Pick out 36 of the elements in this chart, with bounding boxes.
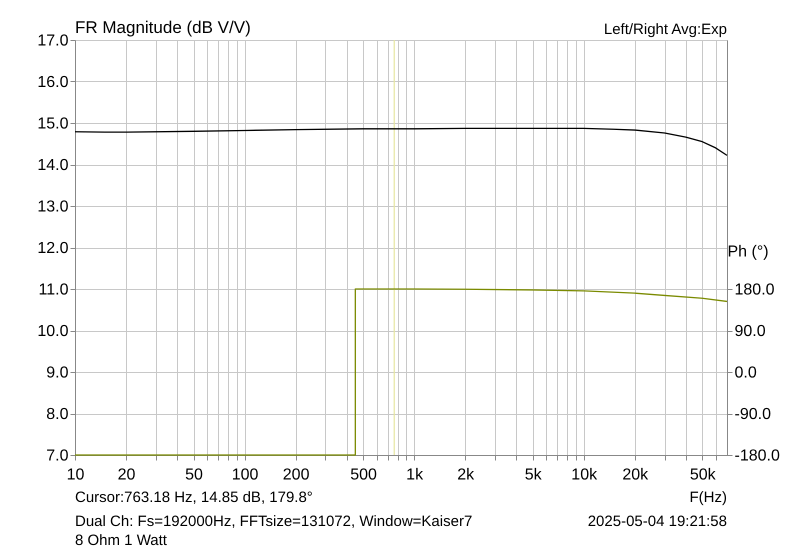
x-tick-label: 100 bbox=[232, 466, 259, 484]
y2-tick-label: 90.0 bbox=[734, 323, 766, 340]
text: Dual Ch: Fs=192000Hz, FFTsize=131072, Window=Kaiser7 bbox=[75, 513, 472, 530]
y2-axis-title: Ph (°) bbox=[728, 244, 769, 260]
x-tick-label: 2k bbox=[457, 466, 476, 484]
y-tick-label: 13.0 bbox=[37, 198, 69, 216]
y2-tick-label: 180.0 bbox=[734, 282, 775, 298]
x-tick-label: 200 bbox=[282, 466, 310, 484]
x-tick-label: 1k bbox=[406, 466, 424, 484]
text: 2025-05-04 19:21:58 bbox=[588, 513, 727, 530]
text: 8 Ohm 1 Watt bbox=[75, 532, 168, 549]
y-tick-label: 14.0 bbox=[37, 157, 69, 174]
chart-title: FR Magnitude (dB V/V) bbox=[75, 18, 251, 37]
x-tick-label: 20k bbox=[622, 466, 650, 484]
y-tick-label: 10.0 bbox=[37, 323, 69, 340]
x-tick-label: 10 bbox=[66, 466, 84, 484]
x-axis-title: F(Hz) bbox=[690, 489, 727, 506]
y-tick-label: 7.0 bbox=[46, 448, 69, 464]
y2-tick-label: 0.0 bbox=[734, 364, 757, 382]
y-tick-label: 8.0 bbox=[46, 406, 69, 423]
y-tick-label: 16.0 bbox=[37, 74, 69, 91]
y-tick-label: 9.0 bbox=[46, 364, 69, 382]
x-tick-label: 5k bbox=[524, 466, 543, 484]
x-tick-label: 20 bbox=[118, 466, 136, 484]
x-tick-label: 10k bbox=[571, 466, 598, 484]
y-tick-label: 12.0 bbox=[37, 240, 69, 257]
x-tick-label: 500 bbox=[350, 466, 378, 484]
text: Cursor:763.18 Hz, 14.85 dB, 179.8° bbox=[75, 489, 313, 506]
y2-tick-label: -90.0 bbox=[734, 406, 772, 423]
y-tick-label: 11.0 bbox=[38, 282, 69, 298]
y-tick-label: 15.0 bbox=[37, 116, 69, 132]
x-tick-label: 50k bbox=[690, 466, 717, 484]
text: Left/Right Avg:Exp bbox=[604, 21, 727, 38]
x-tick-label: 50 bbox=[185, 466, 204, 484]
y2-tick-label: -180.0 bbox=[734, 448, 780, 464]
y-tick-label: 17.0 bbox=[37, 32, 69, 50]
